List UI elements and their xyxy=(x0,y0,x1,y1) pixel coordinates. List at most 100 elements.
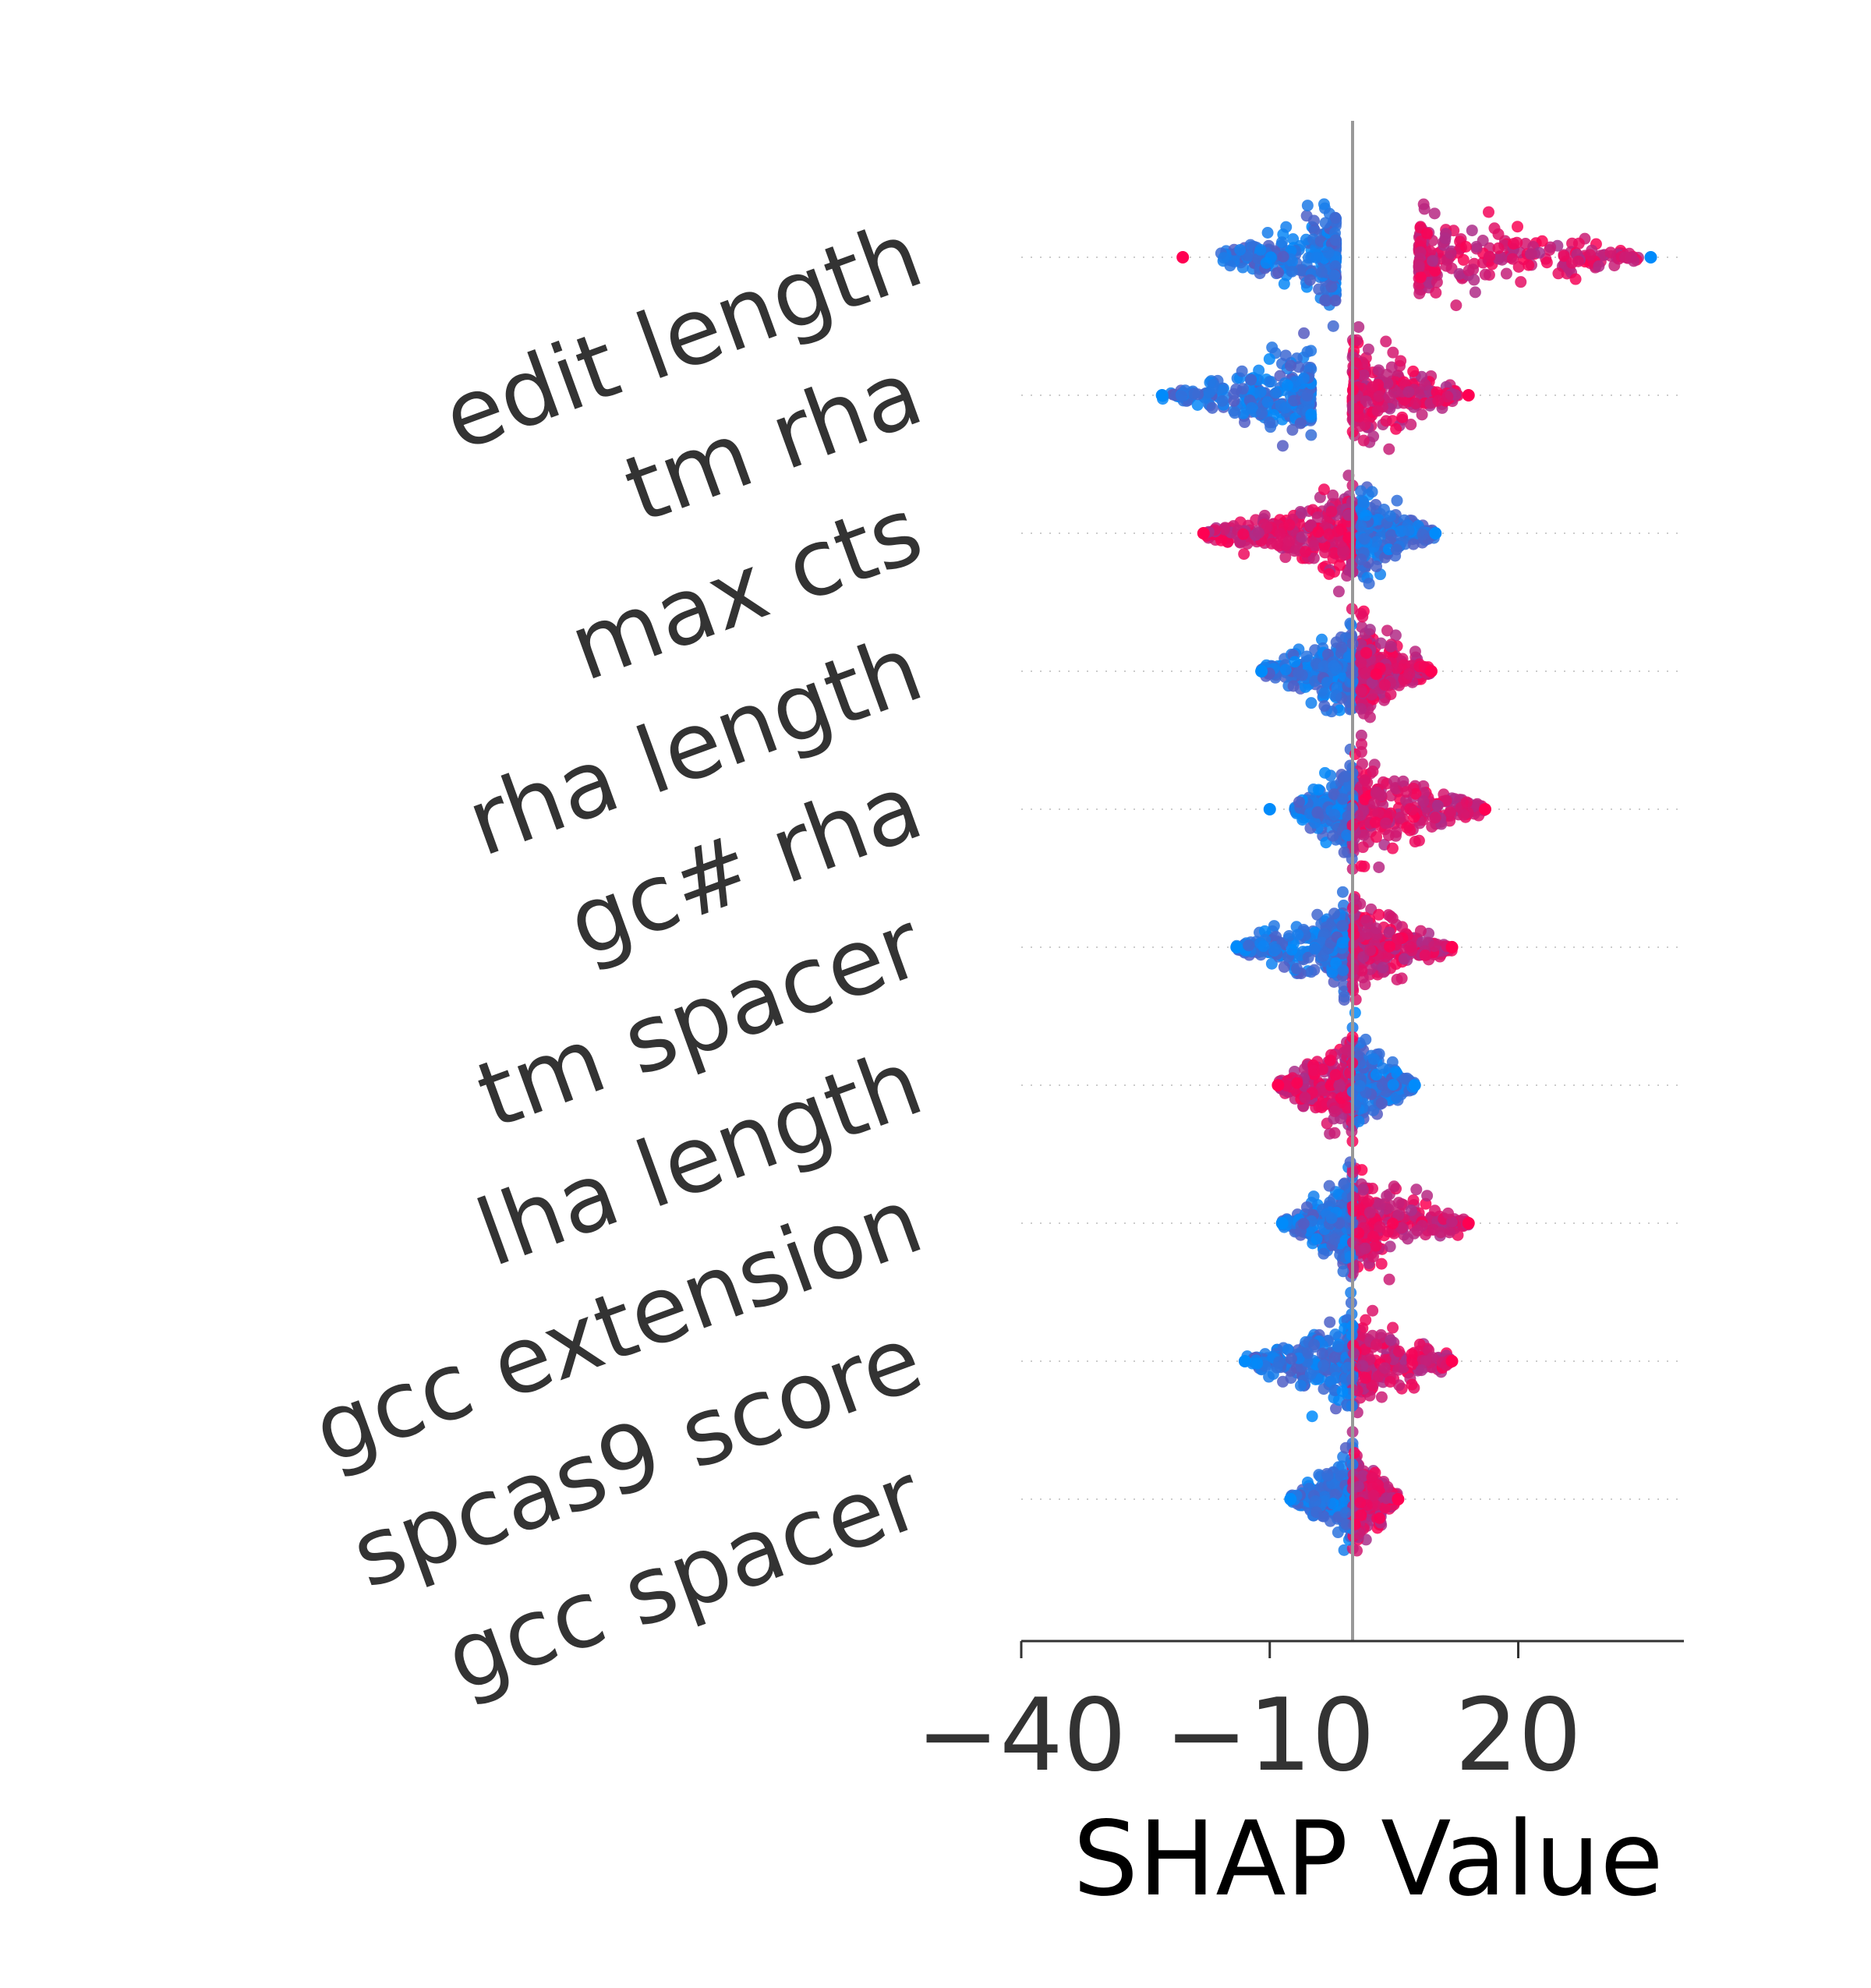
shap-point xyxy=(1644,251,1657,264)
shap-point xyxy=(1333,1079,1346,1091)
shap-point xyxy=(1328,1351,1341,1364)
feature-points xyxy=(1255,605,1438,755)
shap-point xyxy=(1191,398,1204,411)
shap-point xyxy=(1296,531,1308,543)
shap-point xyxy=(1338,1544,1350,1556)
shap-point xyxy=(1484,250,1496,263)
shap-point xyxy=(1459,240,1472,253)
shap-point xyxy=(1308,539,1321,552)
shap-point xyxy=(1371,1339,1383,1351)
shap-point xyxy=(1230,941,1243,953)
shap-point xyxy=(1344,1156,1356,1169)
shap-point xyxy=(1415,1364,1427,1377)
shap-point xyxy=(1377,961,1389,974)
shap-point xyxy=(1384,1240,1396,1253)
shap-point xyxy=(1328,1105,1341,1117)
shap-point xyxy=(1261,396,1274,409)
shap-point xyxy=(1406,1378,1418,1391)
shap-point xyxy=(1328,907,1340,920)
shap-point xyxy=(1584,249,1597,261)
shap-point xyxy=(1316,1063,1328,1076)
shap-point xyxy=(1237,528,1250,540)
shap-point xyxy=(1245,401,1257,414)
shap-point xyxy=(1301,200,1314,212)
shap-point xyxy=(1287,680,1300,692)
shap-point xyxy=(1431,386,1443,398)
shap-point xyxy=(1388,1180,1400,1193)
shap-point xyxy=(1357,496,1370,508)
shap-point xyxy=(1329,234,1342,246)
shap-point xyxy=(1406,804,1418,816)
shap-point xyxy=(1338,846,1350,858)
shap-point xyxy=(1367,1304,1379,1317)
shap-point xyxy=(1290,962,1303,975)
shap-point xyxy=(1336,919,1349,932)
shap-point xyxy=(1295,507,1307,519)
shap-point xyxy=(1218,523,1230,536)
shap-point xyxy=(1319,217,1332,229)
shap-point xyxy=(1419,949,1431,961)
shap-point xyxy=(1206,401,1218,414)
shap-point xyxy=(1261,226,1274,239)
feature-points xyxy=(1275,1156,1475,1286)
shap-point xyxy=(1311,511,1324,523)
shap-point xyxy=(1288,394,1300,407)
shap-point xyxy=(1275,1217,1289,1229)
shap-point xyxy=(1374,1198,1386,1211)
shap-point xyxy=(1414,271,1427,284)
shap-point xyxy=(1323,1180,1335,1192)
shap-point xyxy=(1318,700,1331,713)
shap-point xyxy=(1367,1053,1380,1066)
shap-point xyxy=(1390,423,1402,435)
shap-point xyxy=(1411,1224,1424,1236)
shap-point xyxy=(1319,766,1332,779)
shap-point xyxy=(1558,250,1570,263)
shap-point xyxy=(1356,1360,1369,1372)
shap-point xyxy=(1442,1207,1455,1219)
shap-point xyxy=(1360,395,1372,408)
shap-point xyxy=(1245,373,1257,386)
shap-point xyxy=(1371,405,1384,417)
shap-point xyxy=(1252,526,1264,539)
shap-point xyxy=(1462,264,1475,277)
shap-point xyxy=(1429,1204,1441,1217)
shap-point xyxy=(1330,689,1342,702)
shap-point xyxy=(1281,379,1293,391)
shap-point xyxy=(1336,886,1349,898)
shap-point xyxy=(1457,808,1470,821)
shap-point xyxy=(1308,224,1321,236)
shap-point xyxy=(1342,1361,1354,1374)
shap-point xyxy=(1408,1079,1421,1091)
shap-point xyxy=(1355,702,1367,715)
shap-point xyxy=(1419,379,1431,391)
shap-point xyxy=(1360,647,1373,660)
shap-point xyxy=(1325,505,1338,518)
shap-point xyxy=(1337,964,1349,977)
shap-point xyxy=(1424,245,1437,257)
shap-point xyxy=(1403,667,1416,680)
shap-point xyxy=(1302,951,1314,964)
shap-point xyxy=(1386,1056,1399,1068)
shap-point xyxy=(1371,831,1383,844)
shap-point xyxy=(1274,528,1286,540)
shap-point xyxy=(1479,268,1491,281)
shap-point xyxy=(1391,494,1403,507)
shap-point xyxy=(1295,264,1307,277)
shap-point xyxy=(1353,1227,1365,1240)
shap-point xyxy=(1254,386,1267,398)
shap-point xyxy=(1392,1345,1405,1357)
shap-point xyxy=(1330,957,1342,970)
shap-point xyxy=(1444,806,1456,819)
shap-point xyxy=(1515,276,1527,288)
shap-point xyxy=(1296,669,1308,681)
shap-point xyxy=(1298,327,1310,339)
shap-point xyxy=(1317,1247,1330,1260)
shap-point xyxy=(1254,243,1267,256)
shap-point xyxy=(1328,808,1341,821)
shap-point xyxy=(1332,525,1344,538)
shap-point xyxy=(1460,796,1473,808)
shap-point xyxy=(1356,841,1369,854)
shap-point xyxy=(1357,369,1370,381)
shap-point xyxy=(1371,561,1383,573)
shap-point xyxy=(1344,617,1356,630)
